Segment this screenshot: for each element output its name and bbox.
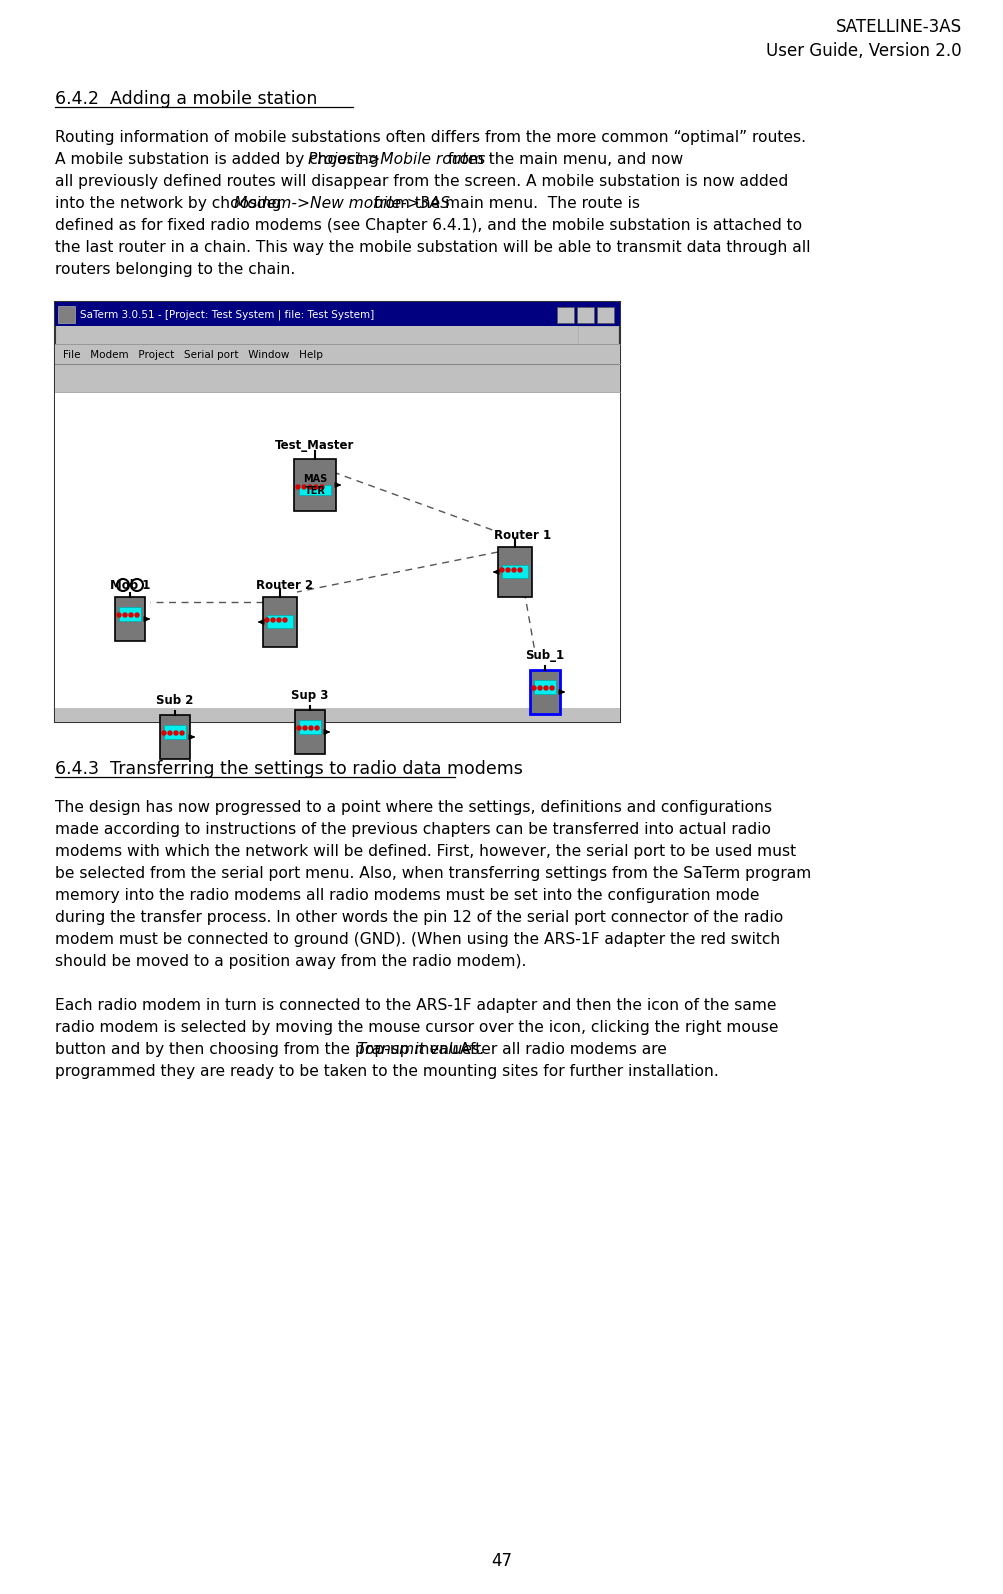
Text: programmed they are ready to be taken to the mounting sites for further installa: programmed they are ready to be taken to… (55, 1065, 718, 1079)
Circle shape (128, 614, 132, 617)
Text: Routing information of mobile substations often differs from the more common “op: Routing information of mobile substation… (55, 131, 805, 145)
Circle shape (297, 725, 301, 730)
Text: Each radio modem in turn is connected to the ARS-1F adapter and then the icon of: Each radio modem in turn is connected to… (55, 998, 775, 1014)
Bar (502, 564, 528, 579)
Bar (557, 308, 574, 324)
Text: be selected from the serial port menu. Also, when transferring settings from the: be selected from the serial port menu. A… (55, 866, 810, 881)
Circle shape (161, 732, 165, 735)
Text: After all radio modems are: After all radio modems are (455, 1042, 667, 1057)
Circle shape (314, 485, 318, 489)
Circle shape (512, 567, 516, 572)
Text: Project->Mobile routes: Project->Mobile routes (307, 151, 484, 167)
Text: the last router in a chain. This way the mobile substation will be able to trans: the last router in a chain. This way the… (55, 241, 809, 255)
Circle shape (538, 685, 542, 690)
Bar (530, 669, 560, 714)
Bar (578, 327, 618, 344)
Text: Mob 1: Mob 1 (109, 579, 150, 591)
Text: from the main menu, and now: from the main menu, and now (442, 151, 682, 167)
Circle shape (550, 685, 554, 690)
Circle shape (303, 725, 307, 730)
Circle shape (320, 485, 324, 489)
Bar (55, 301, 620, 722)
Bar (534, 681, 556, 693)
Bar (577, 308, 594, 324)
Text: Sub 2: Sub 2 (156, 693, 194, 708)
Circle shape (532, 685, 536, 690)
Text: Sub_1: Sub_1 (525, 649, 564, 662)
Circle shape (283, 618, 287, 622)
Bar (55, 301, 620, 327)
Text: during the transfer process. In other words the pin 12 of the serial port connec: during the transfer process. In other wo… (55, 910, 782, 925)
Circle shape (315, 725, 319, 730)
Bar (267, 615, 293, 628)
Bar (597, 308, 614, 324)
Circle shape (174, 732, 178, 735)
Bar (295, 709, 325, 754)
Bar (55, 392, 620, 708)
Text: Test_Master: Test_Master (275, 438, 354, 453)
Circle shape (506, 567, 510, 572)
Bar (58, 306, 75, 324)
Text: Transmit values.: Transmit values. (356, 1042, 484, 1057)
Text: from the main menu.  The route is: from the main menu. The route is (369, 196, 640, 210)
Text: 47: 47 (491, 1553, 512, 1570)
Text: Router 1: Router 1 (493, 529, 551, 542)
Text: defined as for fixed radio modems (see Chapter 6.4.1), and the mobile substation: defined as for fixed radio modems (see C… (55, 218, 801, 233)
Text: 6.4.3  Transferring the settings to radio data modems: 6.4.3 Transferring the settings to radio… (55, 760, 523, 778)
Text: made according to instructions of the previous chapters can be transferred into : made according to instructions of the pr… (55, 823, 770, 837)
Circle shape (134, 614, 138, 617)
Text: 6.4.2  Adding a mobile station: 6.4.2 Adding a mobile station (55, 89, 317, 108)
Text: into the network by choosing: into the network by choosing (55, 196, 286, 210)
Bar (263, 598, 297, 647)
Circle shape (117, 614, 121, 617)
Circle shape (544, 685, 548, 690)
Text: MAS
TER: MAS TER (303, 473, 327, 496)
Bar (159, 716, 190, 759)
Circle shape (309, 725, 313, 730)
Circle shape (518, 567, 522, 572)
Text: memory into the radio modems all radio modems must be set into the configuration: memory into the radio modems all radio m… (55, 888, 758, 902)
Circle shape (277, 618, 281, 622)
Text: SATELLINE-3AS: SATELLINE-3AS (835, 18, 961, 37)
Bar (55, 708, 620, 722)
Bar (115, 598, 144, 641)
Bar (119, 607, 140, 622)
Circle shape (308, 485, 312, 489)
Text: radio modem is selected by moving the mouse cursor over the icon, clicking the r: radio modem is selected by moving the mo… (55, 1020, 777, 1035)
Bar (163, 725, 186, 740)
Bar (497, 547, 532, 598)
Text: should be moved to a position away from the radio modem).: should be moved to a position away from … (55, 953, 526, 969)
Text: The design has now progressed to a point where the settings, definitions and con: The design has now progressed to a point… (55, 800, 771, 815)
Text: modem must be connected to ground (GND). (When using the ARS-1F adapter the red : modem must be connected to ground (GND).… (55, 932, 779, 947)
Text: button and by then choosing from the pop-up menu: button and by then choosing from the pop… (55, 1042, 463, 1057)
Bar (55, 344, 620, 363)
Circle shape (296, 485, 300, 489)
Text: A mobile substation is added by choosing: A mobile substation is added by choosing (55, 151, 383, 167)
Text: Modem->New mobile->3AS: Modem->New mobile->3AS (234, 196, 449, 210)
Text: User Guide, Version 2.0: User Guide, Version 2.0 (765, 41, 961, 61)
Circle shape (271, 618, 275, 622)
Text: Router 2: Router 2 (256, 579, 313, 591)
Text: File   Modem   Project   Serial port   Window   Help: File Modem Project Serial port Window He… (63, 351, 323, 360)
Circle shape (123, 614, 126, 617)
Bar (299, 720, 321, 733)
Circle shape (168, 732, 172, 735)
Text: SaTerm 3.0.51 - [Project: Test System | file: Test System]: SaTerm 3.0.51 - [Project: Test System | … (80, 309, 374, 320)
Bar (55, 363, 620, 392)
Circle shape (499, 567, 504, 572)
Circle shape (302, 485, 306, 489)
Text: all previously defined routes will disappear from the screen. A mobile substatio: all previously defined routes will disap… (55, 174, 787, 190)
Bar (299, 485, 331, 496)
Circle shape (180, 732, 184, 735)
Text: routers belonging to the chain.: routers belonging to the chain. (55, 261, 295, 277)
Circle shape (265, 618, 269, 622)
Bar (294, 459, 336, 512)
Text: modems with which the network will be defined. First, however, the serial port t: modems with which the network will be de… (55, 843, 795, 859)
Text: Sup 3: Sup 3 (291, 689, 328, 701)
